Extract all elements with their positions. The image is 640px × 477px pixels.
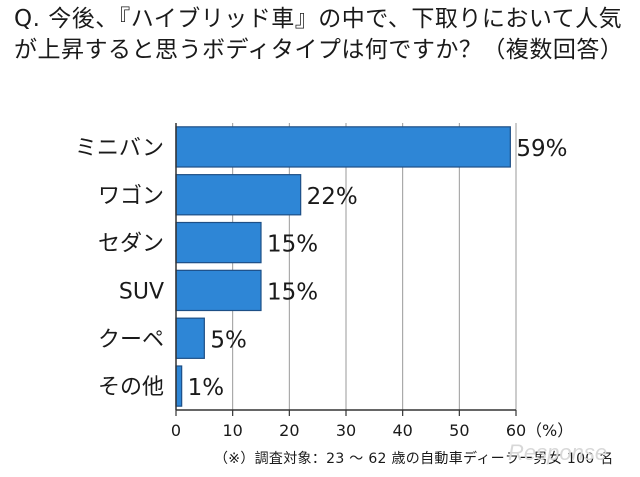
category-label: クーペ xyxy=(98,327,164,352)
bar xyxy=(175,221,262,264)
bar xyxy=(175,365,183,407)
x-tick-label: 40 xyxy=(392,421,412,440)
category-label: セダン xyxy=(98,232,164,257)
bar xyxy=(175,317,205,359)
value-label: 1% xyxy=(188,375,225,401)
question-title: Q. 今後、『ハイブリッド車』の中で、下取りにおいて人気が上昇すると思うボディタ… xyxy=(14,6,624,63)
bar xyxy=(175,269,262,312)
value-label: 59% xyxy=(516,136,567,162)
category-label: ミニバン xyxy=(75,136,164,161)
value-label: 22% xyxy=(307,184,358,210)
bars xyxy=(175,126,511,407)
value-label: 5% xyxy=(210,327,247,353)
bar xyxy=(175,126,511,168)
watermark-logo: Response xyxy=(508,440,608,465)
x-tick-label: 20 xyxy=(279,421,299,440)
grid-lines xyxy=(232,123,517,410)
category-label: ワゴン xyxy=(98,184,164,209)
value-label: 15% xyxy=(267,232,318,258)
x-axis-unit: （%） xyxy=(526,421,573,440)
category-label: SUV xyxy=(119,279,164,304)
bar xyxy=(175,174,302,216)
value-label: 15% xyxy=(267,279,318,305)
x-tick-label: 30 xyxy=(336,421,356,440)
labels: 0 10 20 30 40 50 60 （%） ミニバン 59% ワゴン 22% セダン 15% SUV 15… xyxy=(75,136,573,440)
survey-note: （※）調査対象：23 ～ 62 歳の自動車ディーラー男女 100 名 xyxy=(214,451,614,467)
x-tick-label: 50 xyxy=(449,421,469,440)
x-tick-label: 60 xyxy=(506,421,526,440)
x-tick-label: 0 xyxy=(171,421,181,440)
category-label: その他 xyxy=(98,375,164,400)
axes xyxy=(175,123,517,416)
x-tick-label: 10 xyxy=(222,421,242,440)
